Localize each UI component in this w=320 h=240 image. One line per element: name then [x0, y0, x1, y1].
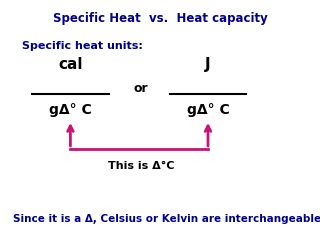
Text: J: J — [205, 57, 211, 72]
Text: Specific Heat  vs.  Heat capacity: Specific Heat vs. Heat capacity — [52, 12, 268, 25]
Text: gΔ° C: gΔ° C — [187, 103, 229, 117]
Text: or: or — [133, 82, 148, 95]
Text: cal: cal — [58, 57, 83, 72]
Text: Specific heat units:: Specific heat units: — [22, 41, 143, 51]
Text: This is Δ°C: This is Δ°C — [108, 161, 174, 171]
Text: Since it is a Δ, Celsius or Kelvin are interchangeable.: Since it is a Δ, Celsius or Kelvin are i… — [13, 214, 320, 224]
Text: gΔ° C: gΔ° C — [49, 103, 92, 117]
